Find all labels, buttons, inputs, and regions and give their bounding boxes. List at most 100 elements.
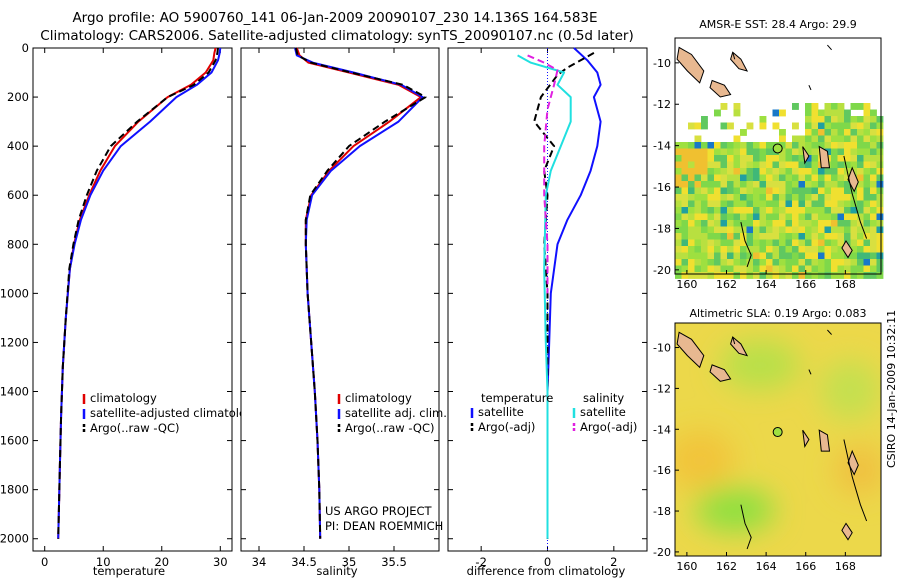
sst-grid-cell	[844, 226, 851, 234]
sst-grid-cell	[740, 161, 747, 169]
sst-grid-cell	[701, 187, 708, 195]
sst-grid-cell	[720, 200, 728, 208]
sst-grid-cell	[746, 239, 754, 247]
sst-grid-cell	[805, 135, 812, 143]
sst-grid-cell	[772, 233, 780, 240]
series-line-salinity-satellite	[517, 54, 572, 539]
sst-grid-cell	[844, 174, 851, 182]
sst-grid-cell	[681, 187, 689, 195]
sst-grid-cell	[727, 168, 734, 175]
sst-grid-cell	[772, 122, 780, 130]
sst-grid-cell	[857, 116, 864, 123]
sst-grid-cell	[831, 220, 838, 227]
sst-grid-cell	[720, 194, 728, 201]
sst-grid-cell	[805, 272, 812, 279]
sst-grid-cell	[779, 233, 786, 240]
coastline-island	[730, 336, 749, 357]
sst-grid-cell	[779, 161, 786, 169]
sst-grid-cell	[857, 148, 864, 156]
sst-grid-cell	[837, 246, 845, 253]
sst-grid-cell	[707, 181, 715, 188]
sst-grid-cell	[876, 233, 884, 240]
sst-grid-cell	[792, 161, 799, 169]
sst-grid-cell	[805, 187, 812, 195]
coastline-reef	[827, 44, 832, 51]
sst-grid-cell	[740, 259, 747, 266]
y-tick-label: 2000	[0, 532, 29, 546]
sst-grid-cell	[720, 168, 728, 175]
sst-grid-cell	[824, 194, 832, 201]
sst-grid-cell	[740, 213, 747, 221]
sst-grid-cell	[811, 181, 819, 188]
sst-grid-cell	[844, 233, 851, 240]
sst-grid-cell	[876, 259, 884, 266]
sla-low-blob-east	[820, 360, 880, 420]
sst-grid-cell	[863, 207, 871, 214]
sst-grid-cell	[681, 220, 689, 227]
sst-grid-cell	[681, 200, 689, 208]
sst-grid-cell	[818, 129, 825, 136]
map-y-tick-label: -18	[653, 222, 671, 235]
sst-grid-cell	[681, 265, 689, 273]
sst-grid-cell	[759, 116, 767, 123]
sst-grid-cell	[753, 272, 760, 279]
sst-grid-cell	[733, 226, 741, 234]
sst-grid-cell	[701, 226, 708, 234]
sst-grid-cell	[863, 246, 871, 253]
sst-grid-cell	[876, 226, 884, 234]
sst-grid-cell	[720, 207, 728, 214]
temperature-panel: 0 10 20 30 0 200 400 600 800 1000 1200 1400 1600 1800…	[0, 41, 260, 578]
sst-grid-cell	[681, 174, 689, 182]
sst-grid-cell	[837, 168, 845, 175]
sst-grid-cell	[727, 239, 734, 247]
sst-grid-cell	[850, 226, 858, 234]
series-line-argo-raw-qc-	[57, 47, 219, 539]
sst-grid-cell	[837, 174, 845, 182]
legend-label: climatology	[345, 391, 412, 405]
sst-grid-cell	[818, 233, 825, 240]
sst-grid-cell	[818, 116, 825, 123]
sst-grid-cell	[714, 168, 721, 175]
sst-grid-cell	[675, 194, 682, 201]
sst-grid-cell	[876, 174, 884, 182]
sst-grid-cell	[701, 220, 708, 227]
sst-grid-cell	[681, 252, 689, 260]
sst-grid-cell	[857, 181, 864, 188]
sst-grid-cell	[837, 239, 845, 247]
series-line-temperature-satellite	[546, 47, 602, 539]
map-x-tick-label: 164	[756, 278, 777, 291]
sst-grid-cell	[714, 207, 721, 214]
sst-grid-cell	[811, 220, 819, 227]
sst-grid-cell	[746, 246, 754, 253]
sst-grid-cell	[792, 168, 799, 175]
sst-grid-cell	[772, 239, 780, 247]
sst-grid-cell	[720, 239, 728, 247]
sst-grid-cell	[720, 181, 728, 188]
coastline-island	[841, 240, 853, 259]
sst-grid-cell	[707, 252, 715, 260]
sst-grid-cell	[805, 142, 812, 149]
x-tick-label: 35.5	[381, 555, 407, 569]
sst-grid-cell	[720, 226, 728, 234]
sst-grid-cell	[759, 265, 767, 273]
sst-grid-cell	[779, 239, 786, 247]
y-tick-label: 600	[7, 188, 29, 202]
sst-grid-cell	[811, 122, 819, 130]
sst-grid-cell	[876, 265, 884, 273]
sst-grid-cell	[727, 220, 734, 227]
y-tick-label: 0	[22, 41, 29, 55]
sst-grid-cell	[727, 272, 734, 279]
sst-grid-cell	[707, 259, 715, 266]
sst-grid-cell	[759, 213, 767, 221]
sst-grid-cell	[824, 213, 832, 221]
sst-grid-cell	[818, 109, 825, 117]
y-tick-label: 1800	[0, 483, 29, 497]
y-tick-label: 1200	[0, 335, 29, 349]
sst-grid-cell	[837, 207, 845, 214]
sst-grid-cell	[779, 213, 786, 221]
sst-grid-cell	[720, 187, 728, 195]
sst-grid-cell	[785, 174, 793, 182]
sst-grid-cell	[681, 246, 689, 253]
y-tick-label: 1400	[0, 385, 29, 399]
sst-grid-cell	[818, 226, 825, 234]
